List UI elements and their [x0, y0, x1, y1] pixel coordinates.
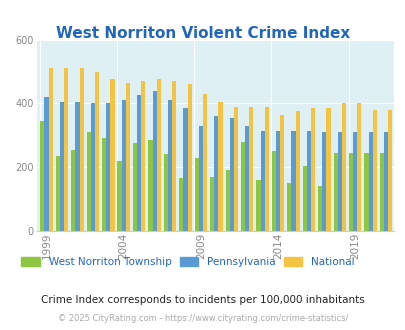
Bar [156, 80, 160, 231]
Bar [49, 68, 53, 231]
Text: Crime Index corresponds to incidents per 100,000 inhabitants: Crime Index corresponds to incidents per… [41, 295, 364, 305]
Bar [198, 126, 202, 231]
Bar [64, 68, 68, 231]
Text: West Norriton Violent Crime Index: West Norriton Violent Crime Index [56, 26, 349, 41]
Bar [229, 118, 233, 231]
Bar [387, 110, 391, 231]
Bar [40, 121, 45, 231]
Bar [86, 132, 91, 231]
Bar [318, 186, 322, 231]
Bar [218, 102, 222, 231]
Bar [356, 103, 360, 231]
Bar [333, 153, 337, 231]
Bar [148, 140, 152, 231]
Bar [352, 132, 356, 231]
Bar [310, 108, 314, 231]
Bar [137, 95, 141, 231]
Bar [383, 132, 387, 231]
Bar [75, 102, 79, 231]
Bar [364, 153, 368, 231]
Legend: West Norriton Township, Pennsylvania, National: West Norriton Township, Pennsylvania, Na… [21, 257, 354, 267]
Bar [249, 107, 253, 231]
Bar [348, 153, 352, 231]
Bar [102, 139, 106, 231]
Bar [264, 107, 268, 231]
Bar [245, 126, 249, 231]
Bar [240, 142, 245, 231]
Bar [179, 178, 183, 231]
Bar [106, 103, 110, 231]
Bar [337, 132, 341, 231]
Bar [214, 116, 218, 231]
Bar [183, 108, 187, 231]
Bar [71, 150, 75, 231]
Bar [225, 170, 229, 231]
Bar [187, 84, 191, 231]
Bar [302, 166, 306, 231]
Bar [209, 177, 214, 231]
Text: © 2025 CityRating.com - https://www.cityrating.com/crime-statistics/: © 2025 CityRating.com - https://www.city… [58, 314, 347, 323]
Bar [141, 81, 145, 231]
Bar [55, 156, 60, 231]
Bar [91, 103, 95, 231]
Bar [306, 130, 310, 231]
Bar [110, 80, 114, 231]
Bar [95, 72, 99, 231]
Bar [260, 130, 264, 231]
Bar [291, 130, 295, 231]
Bar [275, 130, 279, 231]
Bar [132, 143, 137, 231]
Bar [372, 110, 376, 231]
Bar [126, 82, 130, 231]
Bar [122, 100, 126, 231]
Bar [202, 94, 207, 231]
Bar [326, 108, 330, 231]
Bar [172, 81, 176, 231]
Bar [271, 151, 275, 231]
Bar [60, 102, 64, 231]
Bar [163, 154, 168, 231]
Bar [233, 107, 237, 231]
Bar [379, 153, 383, 231]
Bar [368, 132, 372, 231]
Bar [152, 91, 156, 231]
Bar [322, 132, 326, 231]
Bar [295, 112, 299, 231]
Bar [256, 180, 260, 231]
Bar [168, 100, 172, 231]
Bar [341, 103, 345, 231]
Bar [79, 68, 83, 231]
Bar [279, 115, 284, 231]
Bar [194, 158, 198, 231]
Bar [45, 97, 49, 231]
Bar [287, 183, 291, 231]
Bar [117, 161, 121, 231]
